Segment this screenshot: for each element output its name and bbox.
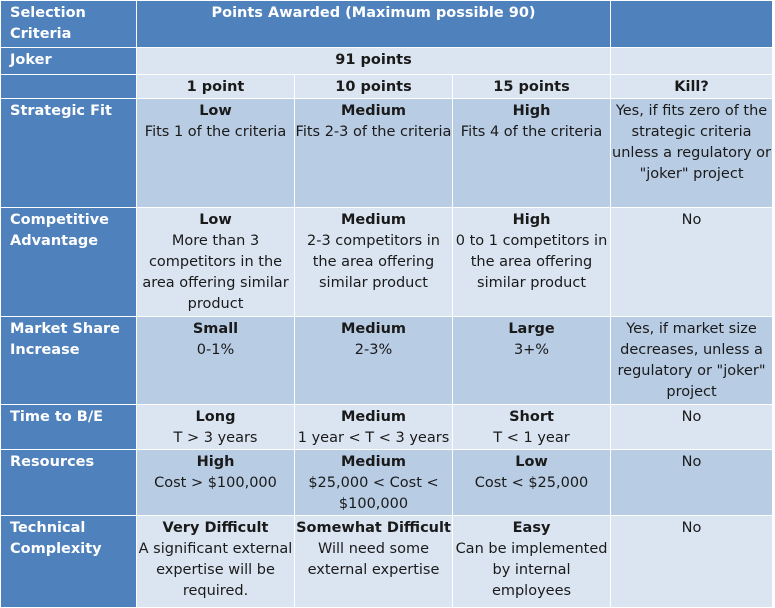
description-text: 0 to 1 competitors in the area offering … [455,233,608,291]
description-text: Fits 4 of the criteria [460,124,603,140]
score-cell: Somewhat Difficult Will need some externa… [295,516,453,608]
score-cell: Easy Can be implemented by internal emplo… [453,516,612,608]
kill-cell: No [611,208,774,317]
column-header-row: 1 point 10 points 15 points Kill? [1,75,774,99]
score-cell: Low Fits 1 of the criteria [137,99,295,208]
kill-cell: No [611,516,774,608]
description-text: T < 1 year [493,430,570,446]
score-cell: Low More than 3 competitors in the area o… [137,208,295,317]
column-header-blank [1,75,137,99]
column-header-15-points: 15 points [453,75,612,99]
score-cell: Medium 2-3 competitors in the area offeri… [295,208,453,317]
score-cell: Low Cost < $25,000 [453,450,612,516]
row-label: Competitive Advantage [1,208,137,317]
level-text: Large [508,321,555,337]
score-cell: High 0 to 1 competitors in the area offer… [453,208,612,317]
score-cell: Small 0-1% [137,317,295,405]
joker-row: Joker 91 points [1,48,774,75]
level-text: Low [199,103,232,119]
selection-criteria-header: Selection Criteria [1,1,137,48]
level-text: Low [199,212,232,228]
description-text: Cost < $25,000 [474,475,589,491]
level-text: Medium [340,409,407,425]
description-text: Cost > $100,000 [154,475,277,491]
table-row: Market Share Increase Small 0-1% Medium 2-… [1,317,774,405]
row-label: Strategic Fit [1,99,137,208]
score-cell: Medium 1 year < T < 3 years [295,405,453,450]
header-row: Selection Criteria Points Awarded (Maxim… [1,1,774,48]
table-row: Technical Complexity Very Difficult A sig… [1,516,774,608]
score-cell: Short T < 1 year [453,405,612,450]
joker-label: Joker [1,48,137,75]
description-text: Fits 2-3 of the criteria [295,124,452,140]
row-label: Time to B/E [1,405,137,450]
description-text: 3+% [513,342,550,358]
description-text: Can be implemented by internal employees [455,541,608,599]
level-text: High [512,103,551,119]
description-text: Fits 1 of the criteria [144,124,287,140]
level-text: Somewhat Difficult [296,520,451,536]
row-label: Resources [1,450,137,516]
score-cell: Medium 2-3% [295,317,453,405]
level-text: Medium [340,212,407,228]
level-text: High [512,212,551,228]
score-cell: High Fits 4 of the criteria [453,99,612,208]
description-text: 0-1% [196,342,235,358]
row-label: Technical Complexity [1,516,137,608]
table-row: Competitive Advantage Low More than 3 com… [1,208,774,317]
level-text: High [196,454,235,470]
score-cell: Medium $25,000 < Cost < $100,000 [295,450,453,516]
description-text: 2-3% [354,342,393,358]
kill-cell: Yes, if fits zero of the strategic crite… [611,99,774,208]
level-text: Medium [340,321,407,337]
column-header-1-point: 1 point [137,75,295,99]
joker-points: 91 points [137,48,612,75]
level-text: Easy [512,520,551,536]
score-cell: Long T > 3 years [137,405,295,450]
table-row: Time to B/E Long T > 3 years Medium 1 year… [1,405,774,450]
row-label: Market Share Increase [1,317,137,405]
column-header-kill: Kill? [611,75,774,99]
description-text: T > 3 years [173,430,258,446]
description-text: A significant external expertise will be… [138,541,293,599]
level-text: Long [195,409,236,425]
score-cell: High Cost > $100,000 [137,450,295,516]
table-row: Strategic Fit Low Fits 1 of the criteria … [1,99,774,208]
level-text: Medium [340,103,407,119]
description-text: More than 3 competitors in the area offe… [142,233,289,312]
joker-blank-cell [611,48,774,75]
kill-cell: Yes, if market size decreases, unless a … [611,317,774,405]
description-text: 1 year < T < 3 years [297,430,450,446]
level-text: Small [192,321,239,337]
score-cell: Medium Fits 2-3 of the criteria [295,99,453,208]
level-text: Medium [340,454,407,470]
column-header-10-points: 10 points [295,75,453,99]
description-text: 2-3 competitors in the area offering sim… [307,233,440,291]
description-text: Will need some external expertise [307,541,440,578]
level-text: Very Difficult [162,520,269,536]
table-row: Resources High Cost > $100,000 Medium $25,… [1,450,774,516]
level-text: Short [509,409,554,425]
score-cell: Very Difficult A significant external exp… [137,516,295,608]
points-awarded-header: Points Awarded (Maximum possible 90) [137,1,612,48]
kill-cell: No [611,450,774,516]
score-cell: Large 3+% [453,317,612,405]
description-text: $25,000 < Cost < $100,000 [308,475,439,512]
kill-cell: No [611,405,774,450]
level-text: Low [515,454,548,470]
header-blank-cell [611,1,774,48]
